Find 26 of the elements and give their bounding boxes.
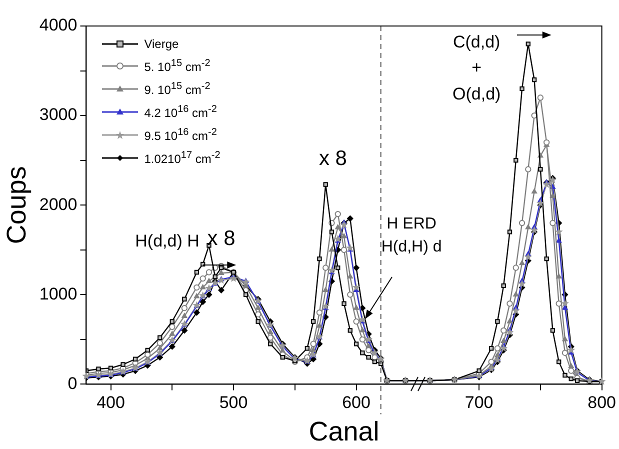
x-axis-title: Canal: [308, 416, 380, 446]
x-tick-label: 400: [96, 393, 125, 412]
annotation: H(d,d) H: [135, 232, 200, 251]
legend-label: 5. 10$^{15}$ cm$^{-2}$: [144, 57, 210, 76]
y-tick-label: 1000: [39, 284, 78, 304]
annotation: x 8: [207, 226, 236, 250]
annotation: O(d,d): [452, 84, 501, 104]
annotation: H(d,H) d: [381, 238, 442, 256]
y-tick-label: 0: [68, 374, 78, 393]
legend-label: 1.0210$^{17}$ cm$^{-2}$: [144, 149, 220, 168]
legend-label: Vierge: [144, 36, 179, 53]
legend-label: 4.2 10$^{16}$ cm$^{-2}$: [144, 103, 217, 122]
y-tick-label: 4000: [39, 16, 78, 35]
x-tick-label: 800: [588, 393, 616, 412]
x-tick-label: 700: [464, 393, 494, 412]
y-axis-title: Coups: [2, 166, 32, 244]
x-tick-label: 600: [342, 393, 370, 412]
annotation: x 8: [318, 147, 347, 170]
legend-label: 9.5 10$^{16}$ cm$^{-2}$: [144, 126, 217, 145]
annotation: H ERD: [386, 215, 436, 232]
x-tick-label: 500: [219, 393, 248, 412]
y-tick-label: 2000: [39, 194, 78, 214]
annotation: C(d,d): [452, 32, 500, 52]
legend-label: 9. 10$^{15}$ cm$^{-2}$: [144, 80, 210, 99]
y-tick-label: 3000: [39, 105, 78, 124]
annotation: +: [472, 58, 482, 77]
